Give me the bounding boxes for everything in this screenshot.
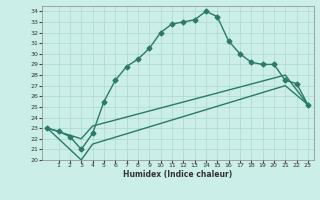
X-axis label: Humidex (Indice chaleur): Humidex (Indice chaleur) [123,170,232,179]
